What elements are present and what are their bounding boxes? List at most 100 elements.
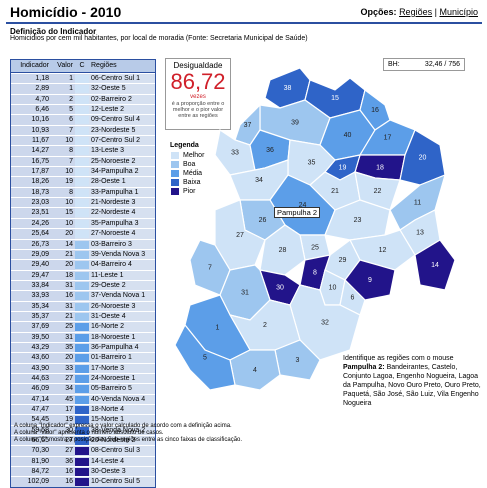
- table-row[interactable]: 23,51 15 22-Nordeste 4: [11, 207, 155, 218]
- bh-value: 32,46: [424, 61, 443, 68]
- cell-region: 40-Venda Nova 4: [91, 395, 146, 403]
- cell-value: 5: [51, 105, 75, 115]
- municipality-link[interactable]: Município: [439, 7, 478, 17]
- map-region-number: 17: [384, 135, 392, 142]
- map-region-5[interactable]: [174, 323, 236, 391]
- table-row[interactable]: 54,45 19 15-Norte 1: [11, 414, 155, 425]
- col-value[interactable]: Valor: [57, 62, 73, 69]
- regions-link[interactable]: Regiões: [399, 7, 433, 17]
- table-row[interactable]: 24,26 10 35-Pampulha 3: [11, 217, 155, 229]
- map-region-number: 32: [321, 320, 329, 327]
- table-row[interactable]: 18,26 19 28-Oeste 1: [11, 176, 155, 187]
- cell-class-swatch: [75, 106, 89, 115]
- table-row[interactable]: 33,93 16 37-Venda Nova 1: [11, 290, 155, 301]
- map-region-number: 18: [376, 165, 384, 172]
- legend-swatch: [170, 187, 180, 196]
- table-row[interactable]: 47,47 17 18-Norte 4: [11, 404, 155, 415]
- table-row[interactable]: 11,67 10 07-Centro Sul 2: [11, 135, 155, 146]
- cell-class-swatch: [75, 395, 89, 404]
- table-row[interactable]: 4,70 2 02-Barreiro 2: [11, 93, 155, 105]
- col-indicator[interactable]: Indicador: [20, 62, 49, 69]
- table-row[interactable]: 37,69 25 16-Norte 2: [11, 321, 155, 332]
- table-row[interactable]: 26,73 14 03-Barreiro 3: [11, 238, 155, 249]
- table-row[interactable]: 43,90 33 17-Norte 3: [11, 362, 155, 373]
- cell-indicator: 29,47: [11, 270, 51, 280]
- col-regions[interactable]: Regiões: [91, 62, 117, 69]
- map-region-14[interactable]: [414, 239, 456, 291]
- map-region-number: 35: [308, 160, 316, 167]
- table-row[interactable]: 70,30 27 08-Centro Sul 3: [11, 445, 155, 456]
- cell-indicator: 26,73: [11, 239, 51, 249]
- cell-indicator: 23,51: [11, 208, 51, 218]
- cell-indicator: 54,45: [11, 415, 51, 425]
- cell-region: 21-Nordeste 3: [91, 199, 136, 207]
- map-region-number: 24: [299, 202, 307, 209]
- map-region-8[interactable]: [344, 259, 396, 301]
- col-class[interactable]: C: [79, 62, 85, 69]
- info-hint: Identifique as regiões com o mouse: [343, 355, 454, 362]
- cell-region: 13-Leste 3: [91, 147, 125, 155]
- cell-value: 33: [51, 363, 75, 373]
- table-row[interactable]: 39,50 31 18-Noroeste 1: [11, 331, 155, 342]
- cell-region: 31-Oeste 4: [91, 312, 126, 320]
- map-region-number: 1: [216, 325, 220, 332]
- cell-class-swatch: [75, 468, 89, 477]
- table-row[interactable]: 18,73 8 33-Pampulha 1: [11, 186, 155, 198]
- table-row[interactable]: 66,55 27 20-Nordeste 2: [11, 435, 155, 446]
- cell-value: 30: [51, 425, 75, 436]
- table-row[interactable]: 23,03 10 21-Nordeste 3: [11, 197, 155, 208]
- table-row[interactable]: 102,09 16 10-Centro Sul 5: [11, 476, 155, 487]
- cell-indicator: 43,29: [11, 342, 51, 353]
- map-region-number: 28: [279, 247, 287, 254]
- cell-region: 20-Nordeste 2: [91, 437, 136, 445]
- table-row[interactable]: 46,09 34 05-Barreiro 5: [11, 383, 155, 394]
- cell-indicator: 39,50: [11, 332, 51, 342]
- cell-class-swatch: [75, 116, 89, 125]
- cell-region: 38-Venda Nova 2: [91, 426, 146, 434]
- map-region-22[interactable]: [354, 171, 401, 211]
- table-row[interactable]: 43,60 20 01-Barreiro 1: [11, 352, 155, 363]
- table-row[interactable]: 59,58 30 38-Venda Nova 2: [11, 424, 155, 436]
- table-row[interactable]: 17,87 10 34-Pampulha 2: [11, 166, 155, 177]
- cell-class-swatch: [75, 75, 89, 83]
- bh-sep: /: [444, 61, 447, 68]
- cell-region: 26-Noroeste 3: [91, 302, 136, 310]
- map-region-16[interactable]: [359, 88, 391, 131]
- cell-class-swatch: [75, 137, 89, 146]
- cell-class-swatch: [75, 312, 89, 321]
- table-row[interactable]: 29,47 18 11-Leste 1: [11, 269, 155, 280]
- table-row[interactable]: 35,34 31 26-Noroeste 3: [11, 300, 155, 311]
- table-row[interactable]: 1,18 1 06-Centro Sul 1: [11, 73, 155, 84]
- table-row[interactable]: 29,09 21 39-Venda Nova 3: [11, 248, 155, 260]
- cell-value: 20: [51, 260, 75, 270]
- cell-indicator: 70,30: [11, 446, 51, 456]
- table-row[interactable]: 16,75 7 25-Noroeste 2: [11, 155, 155, 167]
- cell-class-swatch: [75, 250, 89, 259]
- cell-indicator: 46,09: [11, 384, 51, 394]
- cell-region: 36-Pampulha 4: [91, 343, 139, 351]
- map-region-number: 21: [331, 188, 339, 195]
- legend-item: Pior: [170, 187, 204, 196]
- cell-class-swatch: [75, 188, 89, 197]
- table-row[interactable]: 2,89 1 32-Oeste 5: [11, 83, 155, 94]
- cell-class-swatch: [75, 323, 89, 332]
- table-row[interactable]: 29,40 20 04-Barreiro 4: [11, 259, 155, 270]
- table-row[interactable]: 84,72 16 30-Oeste 3: [11, 466, 155, 477]
- table-row[interactable]: 43,29 35 36-Pampulha 4: [11, 341, 155, 353]
- table-row[interactable]: 14,27 8 13-Leste 3: [11, 145, 155, 156]
- cell-indicator: 1,18: [11, 74, 51, 84]
- table-row[interactable]: 81,90 36 14-Leste 4: [11, 455, 155, 467]
- table-row[interactable]: 10,16 6 09-Centro Sul 4: [11, 114, 155, 125]
- cell-indicator: 29,40: [11, 260, 51, 270]
- table-row[interactable]: 47,14 45 40-Venda Nova 4: [11, 393, 155, 404]
- bh-total: BH: 32,46 / 756: [383, 58, 465, 71]
- table-row[interactable]: 25,64 20 27-Noroeste 4: [11, 228, 155, 239]
- table-row[interactable]: 6,46 5 12-Leste 2: [11, 104, 155, 115]
- table-row[interactable]: 44,63 27 24-Noroeste 1: [11, 372, 155, 384]
- cell-region: 25-Noroeste 2: [91, 157, 136, 165]
- table-row[interactable]: 33,84 31 29-Oeste 2: [11, 279, 155, 291]
- table-row[interactable]: 10,93 7 23-Nordeste 5: [11, 124, 155, 136]
- table-row[interactable]: 35,37 21 31-Oeste 4: [11, 310, 155, 322]
- cell-indicator: 2,89: [11, 84, 51, 94]
